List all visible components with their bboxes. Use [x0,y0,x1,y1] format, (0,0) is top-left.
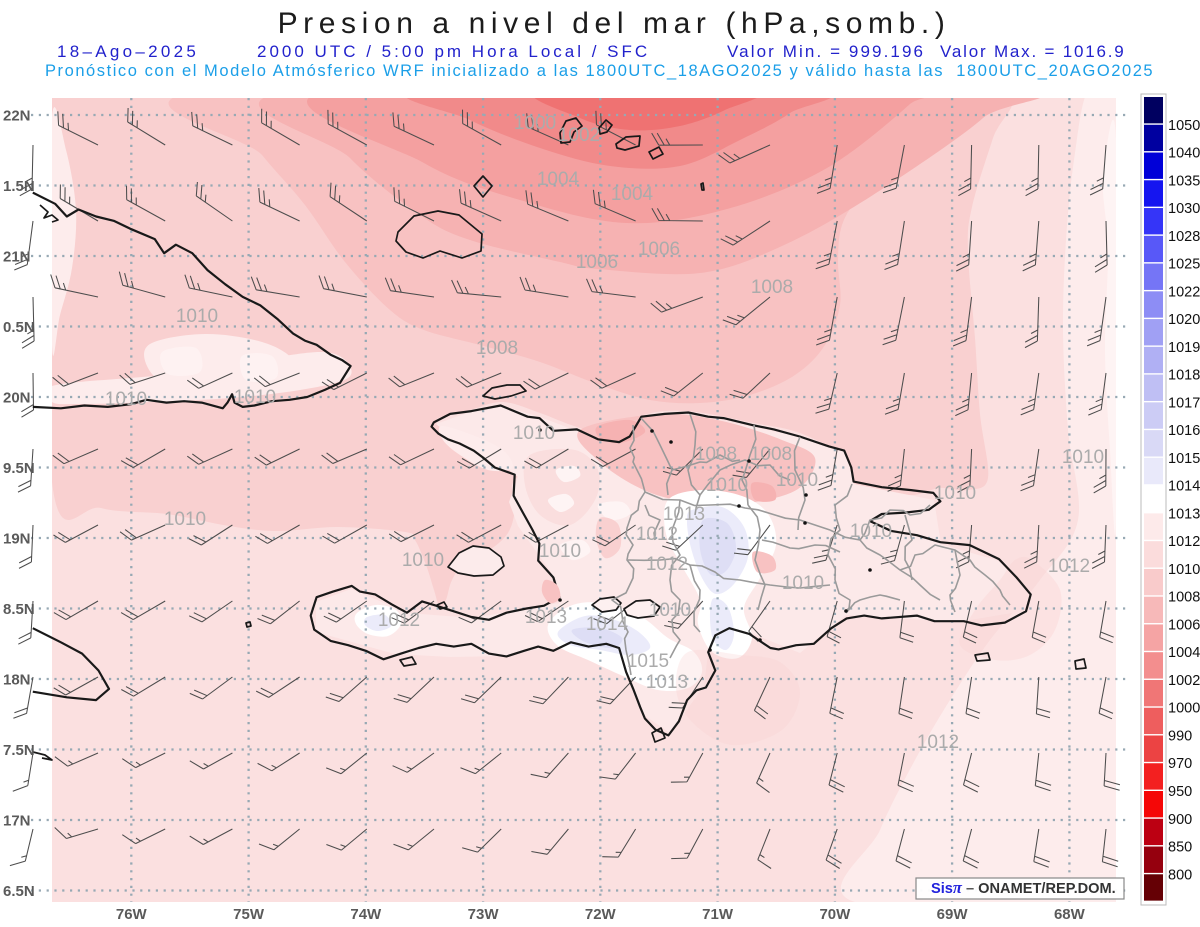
svg-text:1012: 1012 [378,610,420,631]
svg-text:1010: 1010 [649,600,691,621]
svg-text:7.5N: 7.5N [3,742,35,759]
svg-text:1016: 1016 [1168,423,1200,439]
svg-text:1008: 1008 [695,444,737,465]
svg-text:22N: 22N [3,108,31,125]
svg-text:1004: 1004 [1168,645,1200,661]
svg-text:1006: 1006 [576,252,618,273]
svg-text:9.5N: 9.5N [3,460,35,477]
svg-text:1017: 1017 [1168,395,1200,411]
svg-text:1002: 1002 [558,125,600,146]
svg-text:1000: 1000 [514,113,556,134]
svg-text:0.5N: 0.5N [3,319,35,336]
svg-text:1015: 1015 [1168,451,1200,467]
svg-text:1012: 1012 [646,554,688,575]
svg-text:900: 900 [1168,812,1192,828]
svg-text:1010: 1010 [706,475,748,496]
svg-text:Pronóstico con el Modelo Atmós: Pronóstico con el Modelo Atmósferico WRF… [45,62,1154,80]
svg-text:950: 950 [1168,784,1192,800]
svg-text:1.5N: 1.5N [3,178,35,195]
svg-text:1008: 1008 [750,444,792,465]
svg-text:72W: 72W [585,906,617,923]
svg-text:1012: 1012 [636,524,678,545]
svg-text:1010: 1010 [539,541,581,562]
svg-text:1008: 1008 [476,338,518,359]
svg-text:74W: 74W [350,906,382,923]
svg-text:990: 990 [1168,729,1192,745]
svg-text:1000: 1000 [1168,701,1200,717]
svg-text:8.5N: 8.5N [3,601,35,618]
svg-text:1004: 1004 [611,184,654,205]
svg-text:1014: 1014 [586,614,629,635]
svg-text:69W: 69W [937,906,969,923]
svg-text:75W: 75W [233,906,265,923]
svg-text:18–Ago–2025: 18–Ago–2025 [57,42,199,61]
svg-text:1012: 1012 [917,732,959,753]
svg-text:1010: 1010 [234,387,276,408]
svg-text:1025: 1025 [1168,257,1200,273]
svg-text:6.5N: 6.5N [3,883,35,900]
svg-text:1002: 1002 [1168,673,1200,689]
svg-text:1050: 1050 [1168,118,1200,134]
svg-text:1010: 1010 [1062,447,1104,468]
svg-text:Presion a nivel del mar (hPa,s: Presion a nivel del mar (hPa,somb.) [278,7,951,40]
svg-text:1008: 1008 [1168,590,1200,606]
svg-text:Sisπ – ONAMET/REP.DOM.: Sisπ – ONAMET/REP.DOM. [931,878,1116,897]
svg-text:18N: 18N [3,672,31,689]
svg-text:76W: 76W [116,906,148,923]
svg-text:1010: 1010 [402,550,444,571]
svg-text:850: 850 [1168,840,1192,856]
svg-text:1010: 1010 [934,483,976,504]
svg-text:1010: 1010 [850,521,892,542]
svg-text:1030: 1030 [1168,201,1200,217]
svg-text:21N: 21N [3,249,31,266]
svg-text:1012: 1012 [1168,534,1200,550]
svg-text:1013: 1013 [646,672,688,693]
svg-text:20N: 20N [3,390,31,407]
svg-text:1010: 1010 [164,509,206,530]
svg-text:1010: 1010 [776,470,818,491]
svg-text:1004: 1004 [537,169,580,190]
svg-text:1006: 1006 [1168,617,1200,633]
svg-text:1010: 1010 [176,306,218,327]
svg-text:1010: 1010 [105,389,147,410]
svg-text:970: 970 [1168,756,1192,772]
svg-text:1035: 1035 [1168,173,1200,189]
svg-text:68W: 68W [1054,906,1086,923]
svg-text:1022: 1022 [1168,284,1200,300]
svg-text:Valor Max. = 1016.9: Valor Max. = 1016.9 [940,42,1126,61]
svg-text:1006: 1006 [638,239,680,260]
svg-text:1013: 1013 [663,504,705,525]
svg-text:1010: 1010 [782,573,824,594]
svg-text:1018: 1018 [1168,368,1200,384]
svg-text:73W: 73W [468,906,500,923]
svg-text:800: 800 [1168,867,1192,883]
svg-text:17N: 17N [3,813,31,830]
svg-text:Valor Min. = 999.196: Valor Min. = 999.196 [727,42,925,61]
svg-text:1010: 1010 [513,423,555,444]
svg-text:1013: 1013 [525,607,567,628]
svg-text:2000 UTC / 5:00 pm Hora Local: 2000 UTC / 5:00 pm Hora Local / SFC [257,42,650,61]
svg-text:1015: 1015 [627,651,669,672]
svg-text:1014: 1014 [1168,479,1200,495]
svg-text:1010: 1010 [1168,562,1200,578]
svg-text:19N: 19N [3,531,31,548]
svg-text:70W: 70W [819,906,851,923]
svg-text:1013: 1013 [1168,506,1200,522]
svg-text:1008: 1008 [751,277,793,298]
svg-text:71W: 71W [702,906,734,923]
svg-text:1028: 1028 [1168,229,1200,245]
svg-text:1019: 1019 [1168,340,1200,356]
svg-text:1040: 1040 [1168,146,1200,162]
svg-text:1020: 1020 [1168,312,1200,328]
svg-text:1012: 1012 [1048,556,1090,577]
